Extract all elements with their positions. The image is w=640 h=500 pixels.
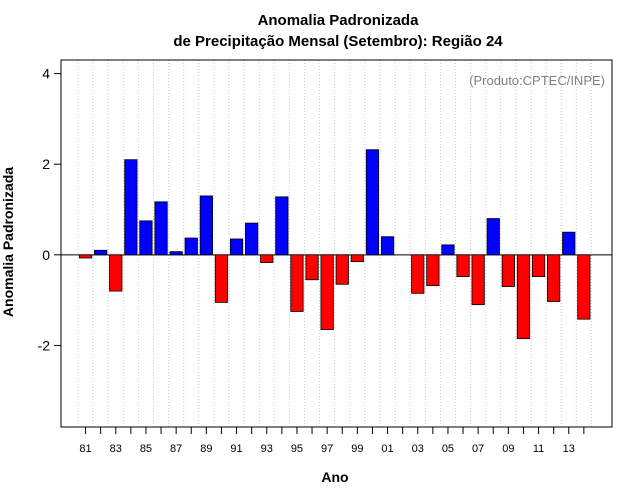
bar-07 <box>471 254 485 306</box>
x-tick-label: 91 <box>230 443 242 455</box>
bar-14 <box>577 254 591 320</box>
bar-91 <box>229 238 244 256</box>
bar-05 <box>441 244 455 256</box>
bar-01 <box>380 236 395 256</box>
bar-13 <box>562 231 576 256</box>
chart-title-line1: Anomalia Padronizada <box>258 12 420 29</box>
y-axis-title: Anomalia Padronizada <box>0 167 16 317</box>
y-tick-label: 0 <box>42 247 50 263</box>
x-tick-label: 83 <box>110 443 122 455</box>
bar-series <box>78 149 591 340</box>
bar-87 <box>169 251 183 256</box>
plot-frame <box>60 59 613 428</box>
x-tick-label: 07 <box>472 443 484 455</box>
vertical-grid <box>77 60 592 427</box>
x-tick-label: 03 <box>412 443 424 455</box>
bar-99 <box>350 254 364 263</box>
bar-85 <box>139 220 153 256</box>
x-tick-label: 87 <box>170 443 182 455</box>
bar-11 <box>531 254 546 277</box>
bar-86 <box>154 201 168 256</box>
bar-00 <box>365 149 380 256</box>
bar-90 <box>214 254 229 303</box>
chart-title-line2: de Precipitação Mensal (Setembro): Regiã… <box>173 33 503 50</box>
x-axis: 81 83 85 87 89 91 93 95 97 99 01 03 05 07 09 11 13 <box>79 427 585 455</box>
x-axis-title: Ano <box>321 469 348 485</box>
bar-93 <box>260 254 274 263</box>
x-tick-label: 13 <box>563 443 575 455</box>
x-tick-label: 93 <box>261 443 273 455</box>
y-tick-label: 4 <box>42 66 50 82</box>
bar-04 <box>426 254 440 287</box>
x-tick-label: 95 <box>291 443 303 455</box>
bar-08 <box>486 218 500 256</box>
y-tick-label: -2 <box>38 337 51 353</box>
bar-89 <box>199 195 213 256</box>
x-tick-label: 81 <box>79 443 91 455</box>
bar-97 <box>320 254 334 330</box>
y-axis: -2 0 2 4 <box>38 66 61 353</box>
bar-94 <box>275 196 289 256</box>
bar-83 <box>109 254 123 292</box>
bar-10 <box>516 254 531 340</box>
x-tick-label: 11 <box>533 443 544 455</box>
bar-96 <box>305 254 319 281</box>
bar-88 <box>184 237 198 256</box>
bar-12 <box>547 254 561 302</box>
x-tick-label: 85 <box>140 443 152 455</box>
bar-95 <box>290 254 304 312</box>
product-credit: (Produto:CPTEC/INPE) <box>469 73 605 88</box>
x-tick-label: 97 <box>321 443 333 455</box>
x-tick-label: 05 <box>442 443 454 455</box>
bar-92 <box>245 222 259 256</box>
bar-81 <box>78 254 93 259</box>
bar-98 <box>335 254 349 285</box>
x-tick-label: 09 <box>502 443 514 455</box>
y-tick-label: 2 <box>42 156 50 172</box>
bar-03 <box>411 254 425 294</box>
bar-82 <box>94 249 108 256</box>
x-tick-label: 01 <box>381 443 393 455</box>
bar-09 <box>501 254 515 287</box>
bar-06 <box>456 254 470 277</box>
bar-84 <box>124 159 138 256</box>
x-tick-label: 89 <box>200 443 212 455</box>
x-tick-label: 99 <box>351 443 363 455</box>
